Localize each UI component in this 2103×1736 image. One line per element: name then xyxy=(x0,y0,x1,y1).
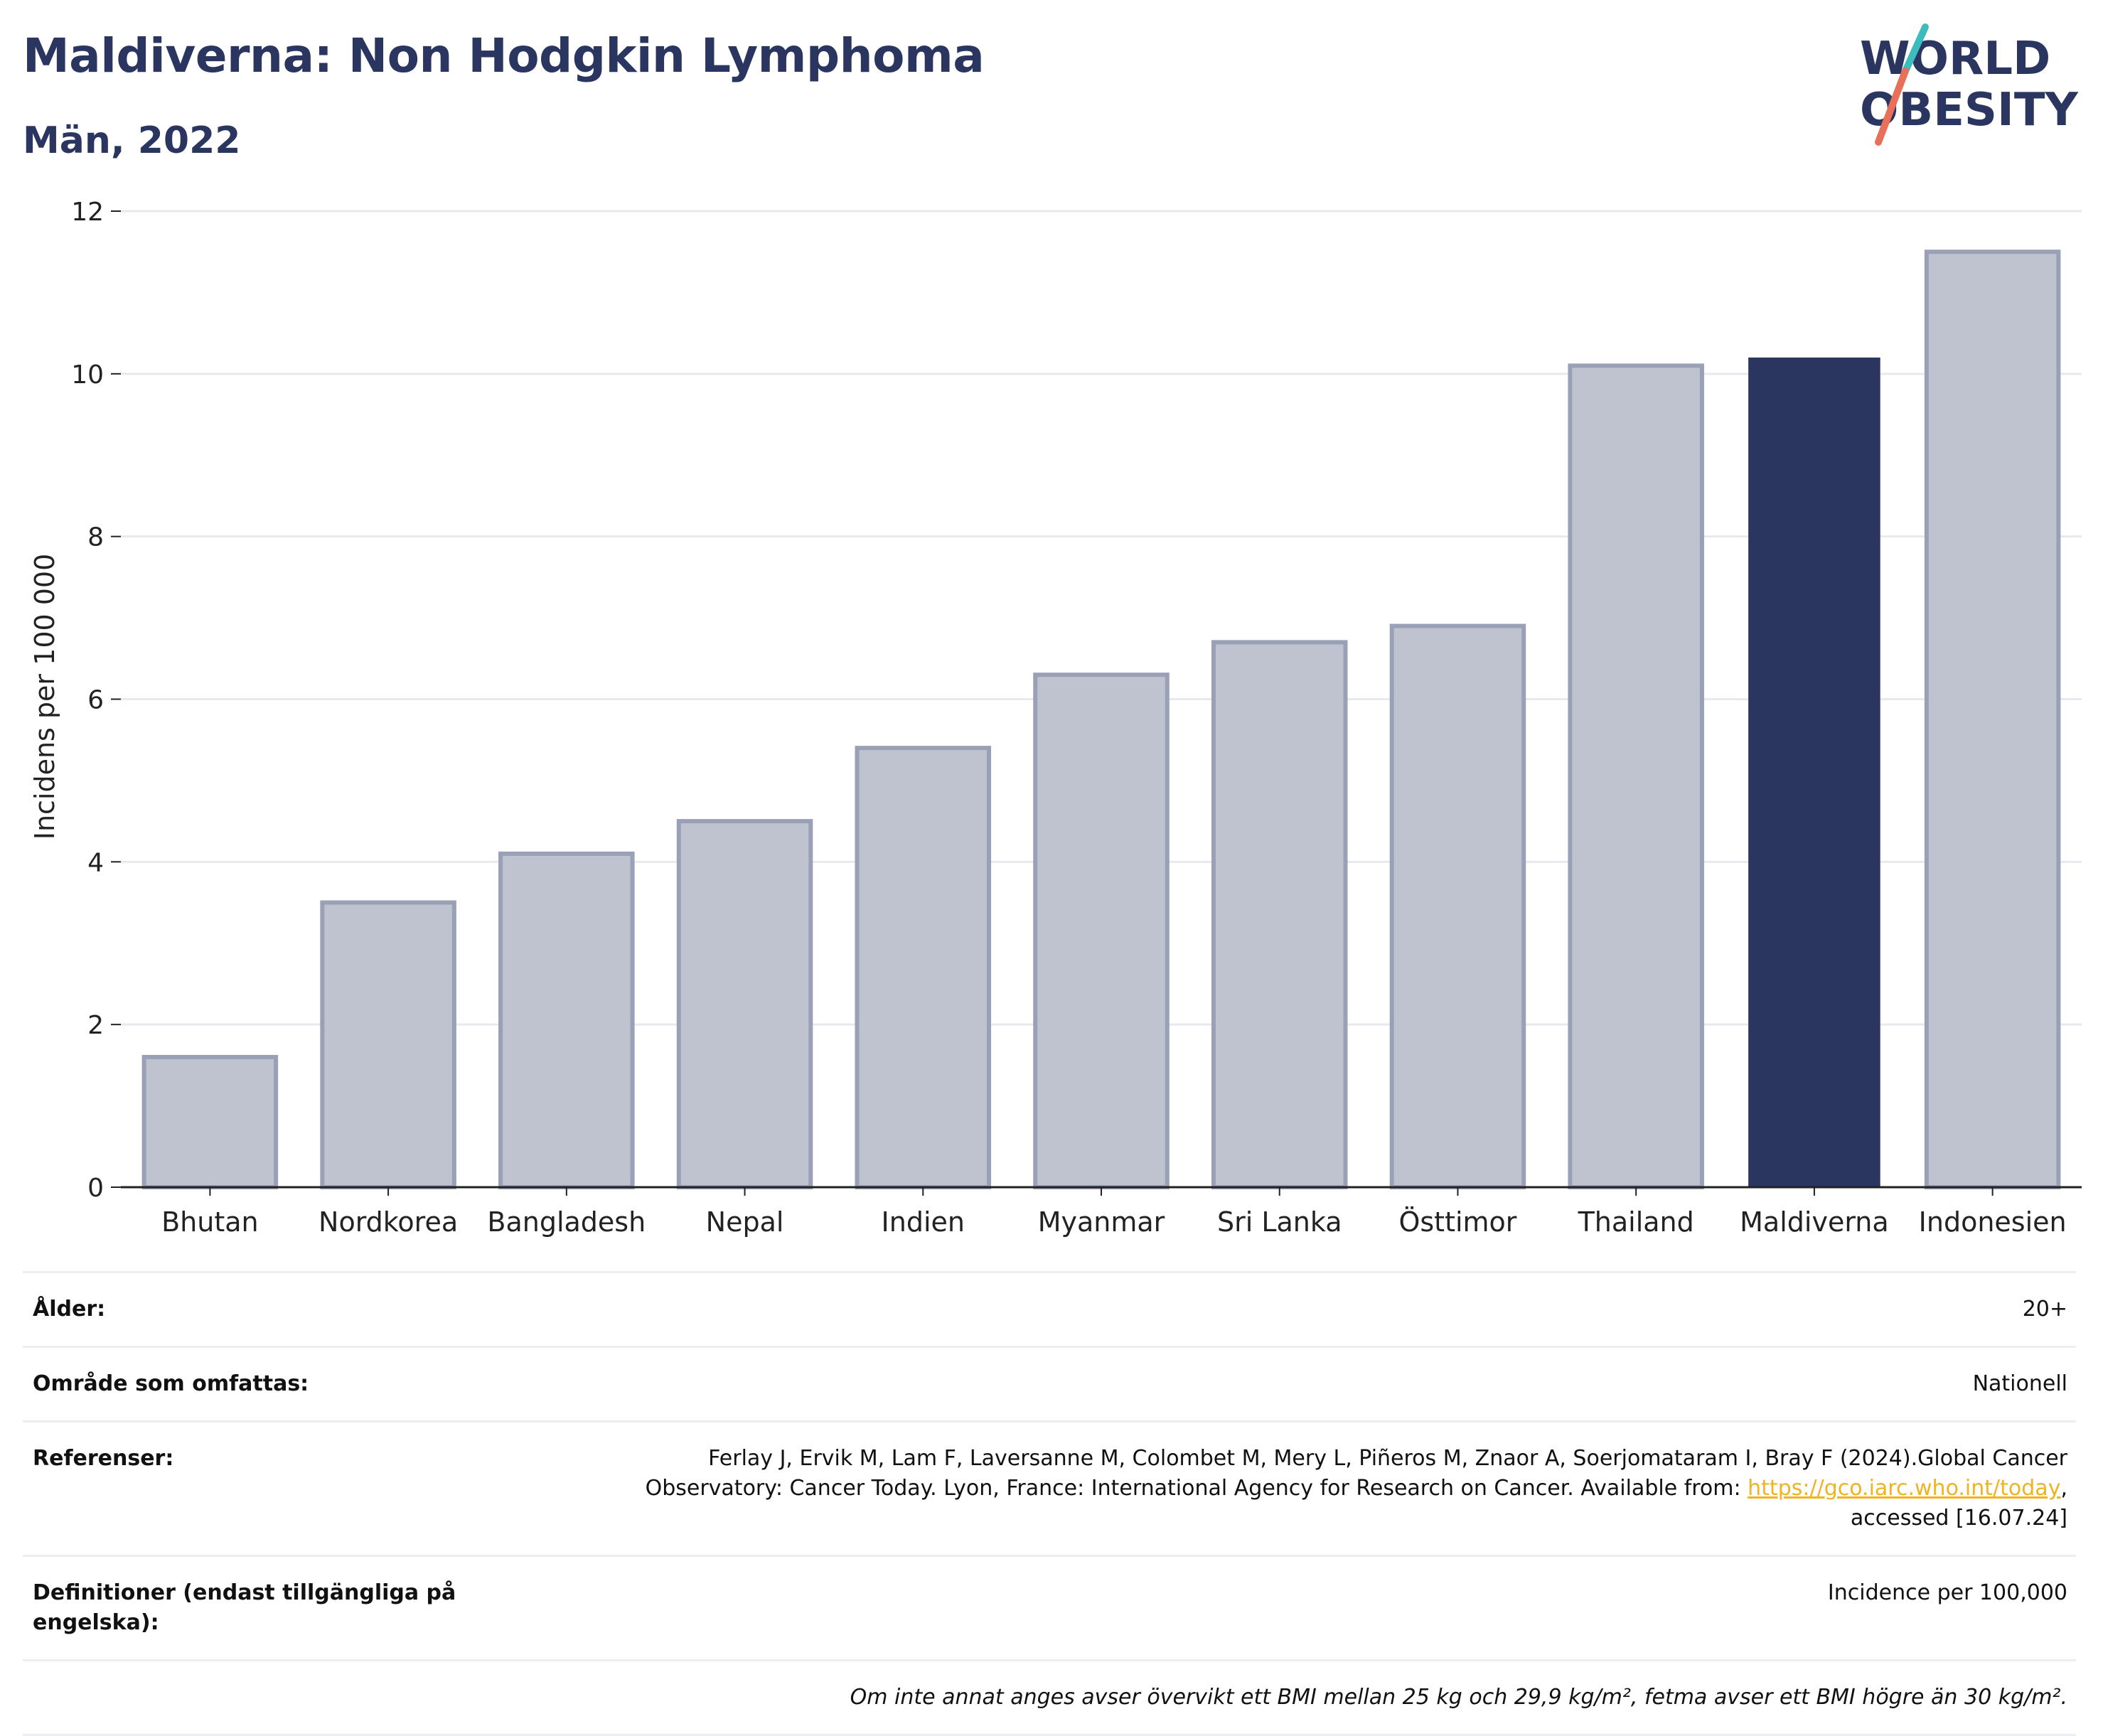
x-tick-label: Nepal xyxy=(706,1206,784,1237)
y-tick-label: 6 xyxy=(87,686,104,715)
meta-row-references: Referenser: Ferlay J, Ervik M, Lam F, La… xyxy=(23,1420,2076,1556)
logo-slash-top xyxy=(1902,23,1929,75)
x-tick-label: Indien xyxy=(882,1206,965,1237)
world-obesity-logo: WORLD OBESITY xyxy=(1860,23,2078,146)
bmi-note: Om inte annat anges avser övervikt ett B… xyxy=(23,1659,2076,1736)
y-tick-label: 4 xyxy=(87,848,104,877)
bar-sri-lanka xyxy=(1211,640,1348,1189)
meta-label-age: Ålder: xyxy=(23,1271,496,1347)
x-tick-label: Nordkorea xyxy=(319,1206,458,1237)
logo-slash-bottom xyxy=(1875,68,1909,146)
reference-link[interactable]: https://gco.iarc.who.int/today xyxy=(1748,1476,2061,1501)
meta-row-coverage: Område som omfattas: Nationell xyxy=(23,1346,2076,1422)
meta-row-definitions: Definitioner (endast tillgängliga på eng… xyxy=(23,1555,2076,1661)
bar-nepal xyxy=(676,819,813,1189)
meta-value-definitions: Incidence per 100,000 xyxy=(496,1555,2076,1661)
bar-nordkorea xyxy=(320,900,456,1189)
bar-thailand xyxy=(1568,363,1704,1189)
reference-line-2-end: , xyxy=(2060,1476,2067,1501)
x-tick-label: Thailand xyxy=(1578,1206,1694,1237)
x-tick-label: Östtimor xyxy=(1398,1206,1516,1237)
meta-label-coverage: Område som omfattas: xyxy=(23,1346,496,1422)
reference-line-2: Observatory: Cancer Today. Lyon, France:… xyxy=(645,1476,1748,1501)
meta-row-note: Om inte annat anges avser övervikt ett B… xyxy=(23,1659,2076,1736)
y-tick-label: 8 xyxy=(87,523,104,552)
reference-line-1: Ferlay J, Ervik M, Lam F, Laversanne M, … xyxy=(708,1446,2067,1471)
axes: 0 2 4 6 8 10 12 Bhutan Nordkorea Bangladesh Nepal I… xyxy=(71,198,2082,1237)
meta-row-age: Ålder: 20+ xyxy=(23,1271,2076,1347)
bar-östtimor xyxy=(1389,623,1526,1189)
metadata-table: Ålder: 20+ Område som omfattas: Nationel… xyxy=(23,1271,2076,1736)
y-tick-label: 12 xyxy=(71,198,104,227)
reference-line-3: accessed [16.07.24] xyxy=(1850,1506,2067,1531)
bar-chart: 0 2 4 6 8 10 12 Bhutan Nordkorea Bangladesh Nepal I… xyxy=(29,198,2082,1237)
logo-text-world: WORLD xyxy=(1860,33,2050,85)
x-tick-label: Bhutan xyxy=(161,1206,259,1237)
bars xyxy=(141,250,2061,1190)
bar-bangladesh xyxy=(498,851,635,1190)
x-tick-label: Myanmar xyxy=(1038,1206,1165,1237)
y-tick-label: 2 xyxy=(87,1011,104,1040)
bar-indien xyxy=(855,746,992,1189)
x-tick-label: Maldiverna xyxy=(1740,1206,1889,1237)
x-tick-label: Sri Lanka xyxy=(1217,1206,1342,1237)
y-tick-label: 0 xyxy=(87,1174,104,1203)
bar-bhutan xyxy=(141,1054,279,1190)
x-tick-label: Bangladesh xyxy=(487,1206,646,1237)
y-tick-label: 10 xyxy=(71,360,104,390)
meta-label-definitions: Definitioner (endast tillgängliga på eng… xyxy=(23,1555,496,1661)
chart-title: Maldiverna: Non Hodgkin Lymphoma xyxy=(23,28,985,83)
chart-subtitle: Män, 2022 xyxy=(23,119,241,162)
y-axis-label: Incidens per 100 000 xyxy=(29,554,60,840)
bar-indonesien xyxy=(1924,250,2061,1189)
meta-value-references: Ferlay J, Ervik M, Lam F, Laversanne M, … xyxy=(496,1420,2076,1556)
meta-value-age: 20+ xyxy=(496,1271,2076,1347)
meta-value-coverage: Nationell xyxy=(496,1346,2076,1422)
bar-myanmar xyxy=(1033,673,1170,1189)
x-tick-label: Indonesien xyxy=(1919,1206,2067,1237)
bar-maldiverna xyxy=(1748,357,1880,1188)
meta-label-references: Referenser: xyxy=(23,1420,496,1556)
